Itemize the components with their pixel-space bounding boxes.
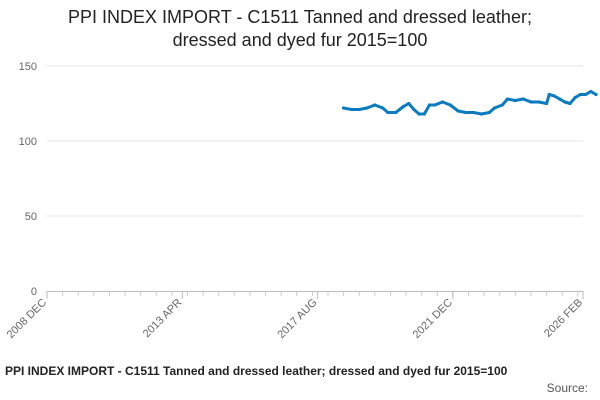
y-tick-label: 150 — [19, 61, 37, 73]
y-tick-label: 100 — [19, 136, 37, 148]
data-point — [513, 98, 517, 103]
data-point — [529, 100, 533, 104]
data-point — [386, 110, 390, 115]
data-point — [563, 100, 567, 104]
chart-title: PPI INDEX IMPORT - C1511 Tanned and dres… — [0, 6, 600, 52]
data-point — [573, 95, 577, 100]
data-point — [547, 92, 551, 97]
data-point — [558, 97, 562, 101]
data-point — [357, 107, 361, 112]
data-point — [464, 110, 468, 115]
data-point — [427, 103, 432, 107]
data-point — [594, 92, 598, 97]
data-point — [342, 106, 346, 110]
data-point — [394, 110, 398, 115]
data-point — [412, 107, 416, 112]
y-tick-label: 50 — [25, 211, 37, 223]
data-point — [401, 104, 406, 109]
data-point — [373, 103, 377, 107]
data-point — [365, 106, 369, 110]
data-point — [589, 89, 593, 94]
data-point — [472, 110, 476, 115]
data-point — [521, 97, 525, 101]
data-point — [417, 112, 421, 116]
data-point — [448, 103, 452, 107]
data-point — [505, 97, 510, 101]
data-point — [381, 106, 385, 110]
data-point — [407, 101, 411, 106]
data-point — [552, 94, 557, 98]
series-line — [342, 90, 598, 116]
line-chart: 0 50 100 150 2008 DEC 2013 APR 2017 AUG 2021 DE… — [5, 61, 598, 341]
chart-title-line-2: dressed and dyed fur 2015=100 — [172, 30, 428, 50]
x-tick-label: 2008 DEC — [5, 297, 49, 341]
data-point — [545, 101, 549, 106]
data-point — [487, 110, 491, 115]
data-point — [479, 112, 484, 116]
data-point — [349, 107, 353, 112]
data-point — [456, 109, 460, 113]
data-point — [492, 106, 497, 110]
x-tick-label: 2017 AUG — [275, 297, 319, 341]
data-point — [578, 92, 583, 97]
x-tick-label: 2021 DEC — [411, 297, 455, 341]
data-point — [422, 112, 426, 116]
chart-title-line-1: PPI INDEX IMPORT - C1511 Tanned and dres… — [68, 7, 532, 27]
data-point — [500, 103, 504, 107]
x-tick-label: 2026 FEB — [542, 297, 585, 340]
data-point — [568, 101, 572, 106]
data-point — [440, 100, 445, 104]
source-label: Source: — [546, 381, 588, 395]
data-point — [537, 100, 541, 104]
footer-title: PPI INDEX IMPORT - C1511 Tanned and dres… — [5, 364, 508, 378]
data-point — [584, 92, 588, 97]
y-tick-label: 0 — [31, 286, 37, 298]
data-point — [433, 103, 437, 107]
x-tick-label: 2013 APR — [141, 297, 185, 341]
